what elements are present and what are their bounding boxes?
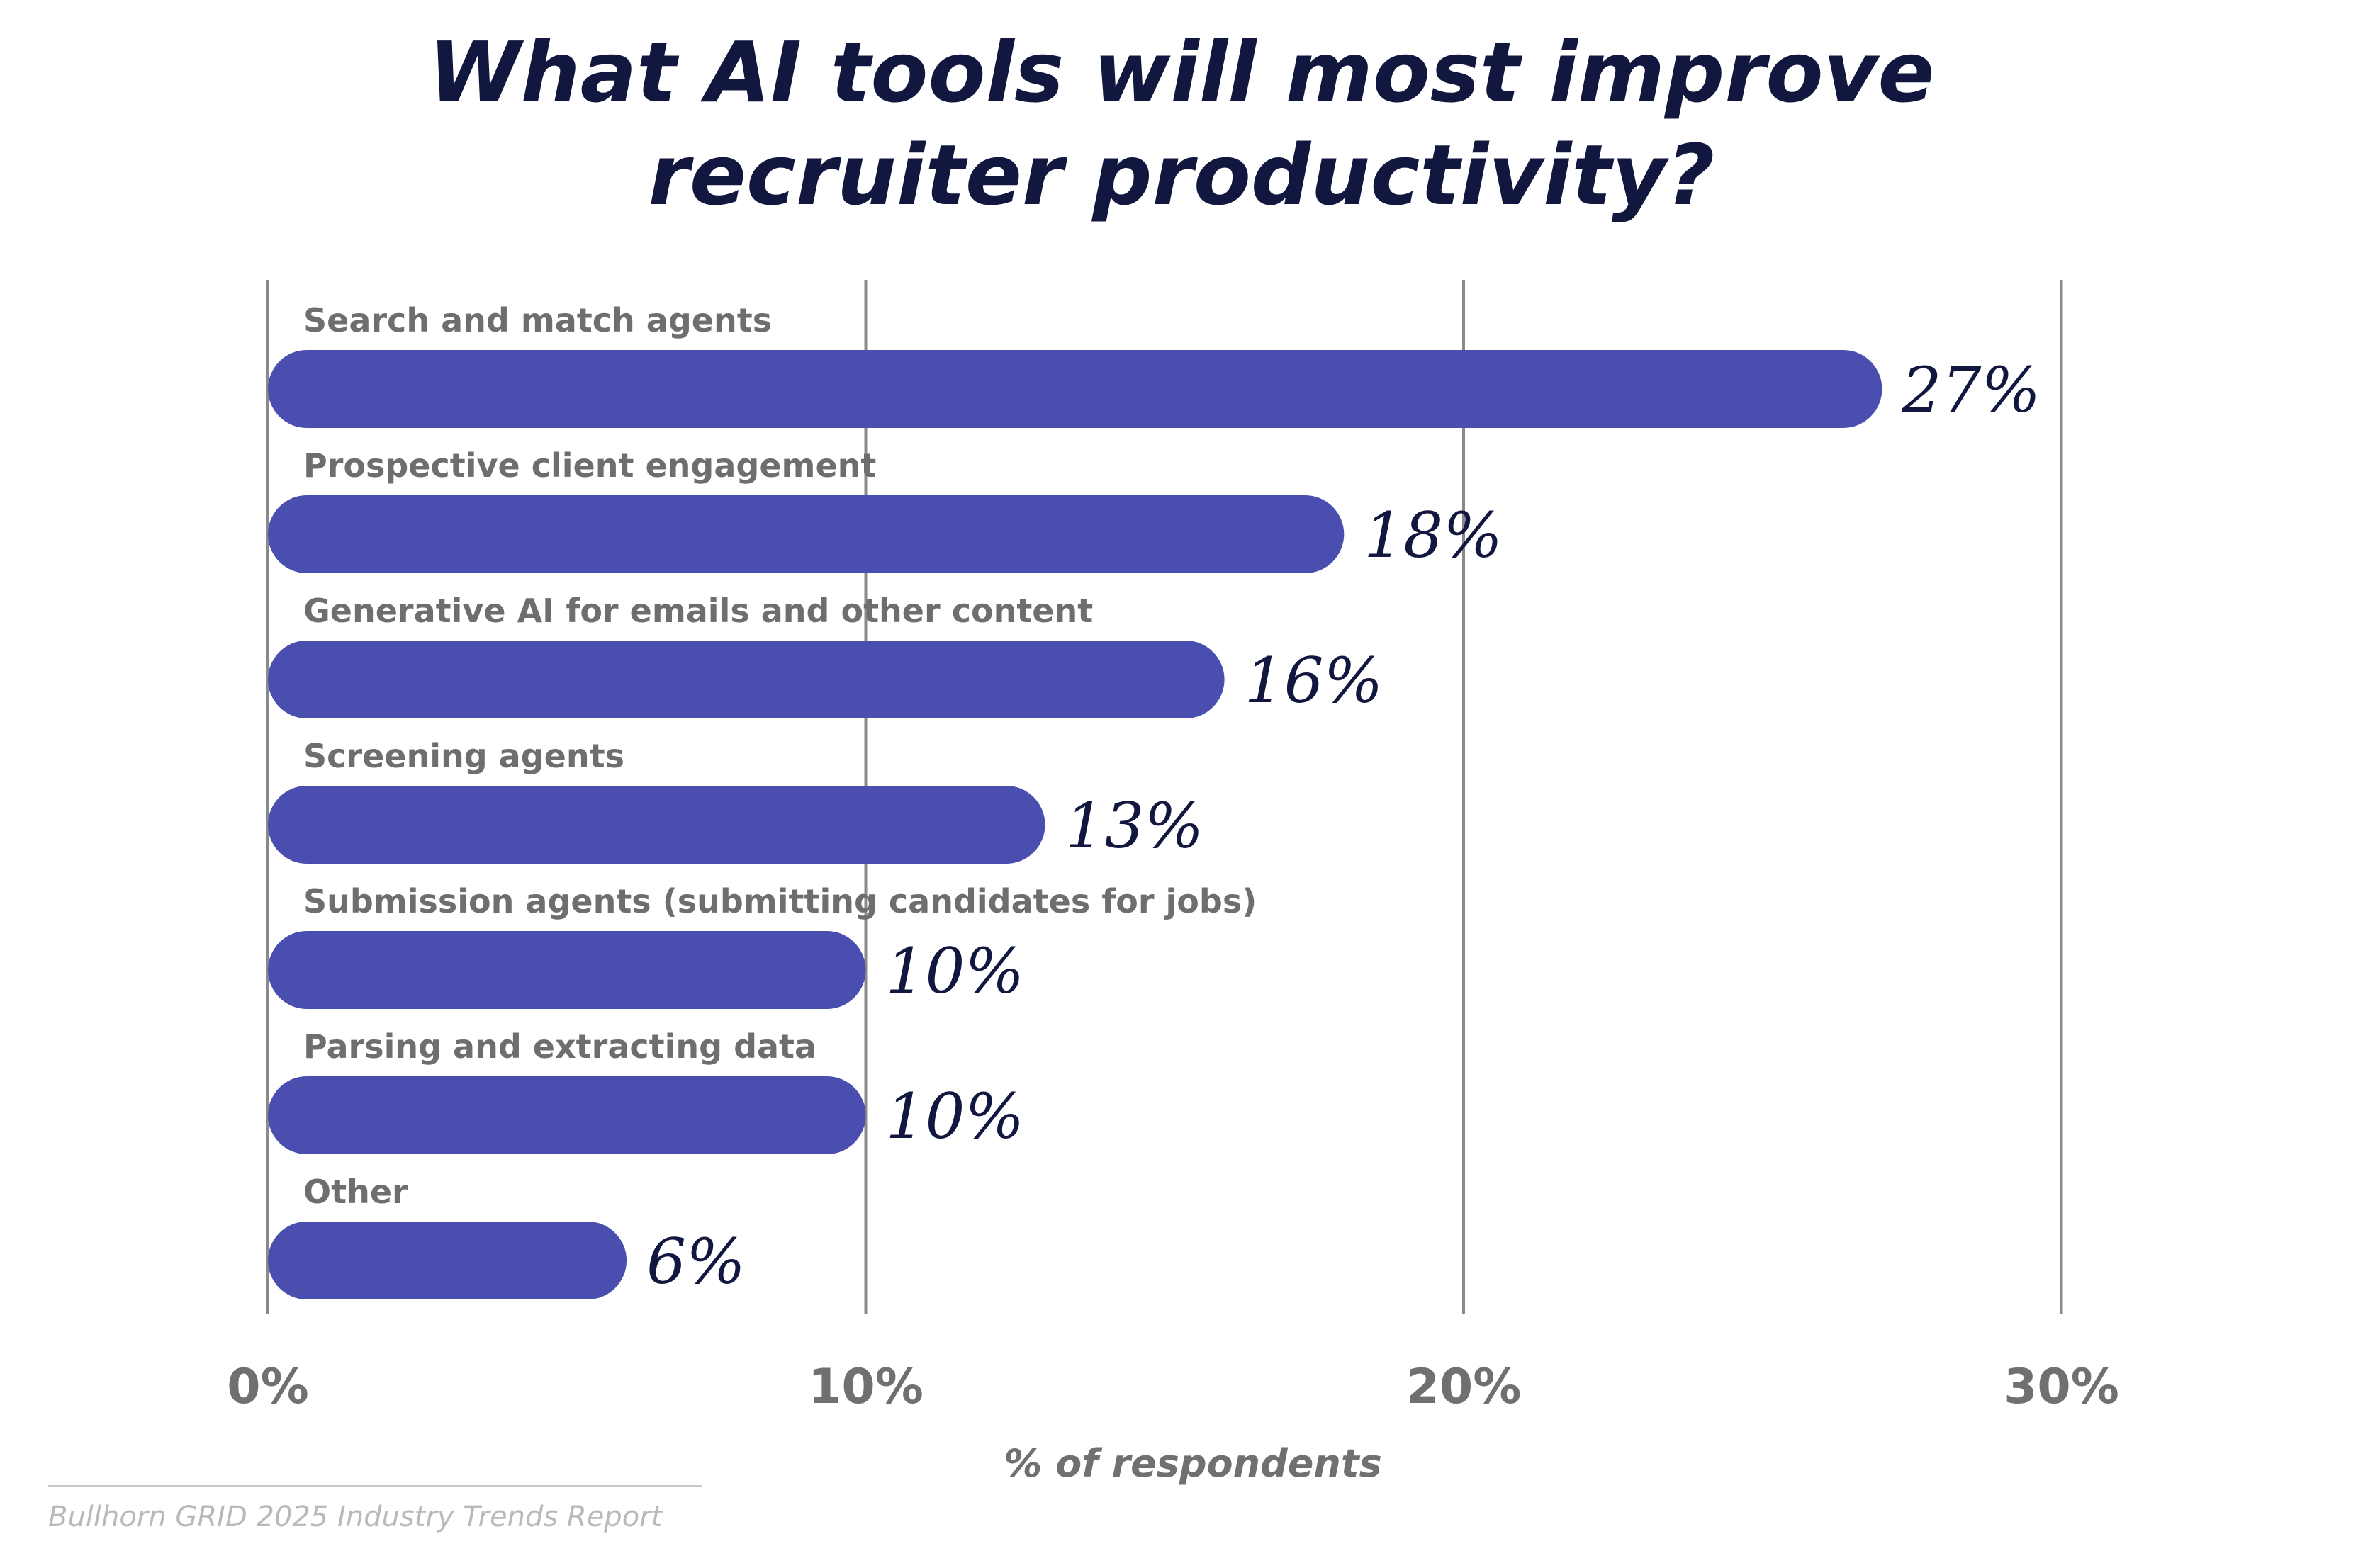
bar [268,350,1882,428]
bar [268,786,1045,864]
x-axis-label: % of respondents [1004,1441,1382,1486]
category-label: Parsing and extracting data [303,1027,816,1066]
value-label: 16% [1245,644,1383,717]
value-label: 13% [1065,789,1204,862]
x-tick-label: 0% [227,1359,308,1415]
x-axis-ticks: 0% 10% 20% 30% [227,1359,2119,1415]
bar [268,1076,866,1154]
bars [268,350,1882,1299]
category-label: Other [303,1173,408,1211]
value-label: 27% [1901,354,2041,427]
bar [268,1222,627,1299]
category-label: Prospective client engagement [303,446,876,485]
x-tick-label: 30% [2004,1359,2119,1415]
gridlines [266,280,2063,1314]
value-label: 6% [646,1225,746,1298]
bar [268,495,1345,573]
chart-title-line-2: recruiter productivity? [648,126,1715,224]
category-label: Search and match agents [303,301,772,339]
category-labels: Search and match agents Prospective clien… [303,301,1257,1211]
value-label: 10% [886,1080,1025,1153]
value-label: 18% [1364,499,1503,572]
chart-title: What AI tools will most improve recruite… [0,21,2363,227]
value-labels: 27% 18% 16% 13% 10% 10% 6% [646,354,2041,1298]
bar [268,641,1225,718]
chart-title-line-1: What AI tools will most improve [428,23,1935,121]
x-tick-label: 10% [808,1359,924,1415]
source-divider [48,1485,702,1487]
category-label: Generative AI for emails and other conte… [303,592,1093,630]
category-label: Screening agents [303,737,624,775]
category-label: Submission agents (submitting candidates… [303,882,1257,920]
source-note: Bullhorn GRID 2025 Industry Trends Repor… [48,1501,663,1533]
bar [268,931,866,1009]
value-label: 10% [886,935,1025,1008]
x-tick-label: 20% [1406,1359,1522,1415]
